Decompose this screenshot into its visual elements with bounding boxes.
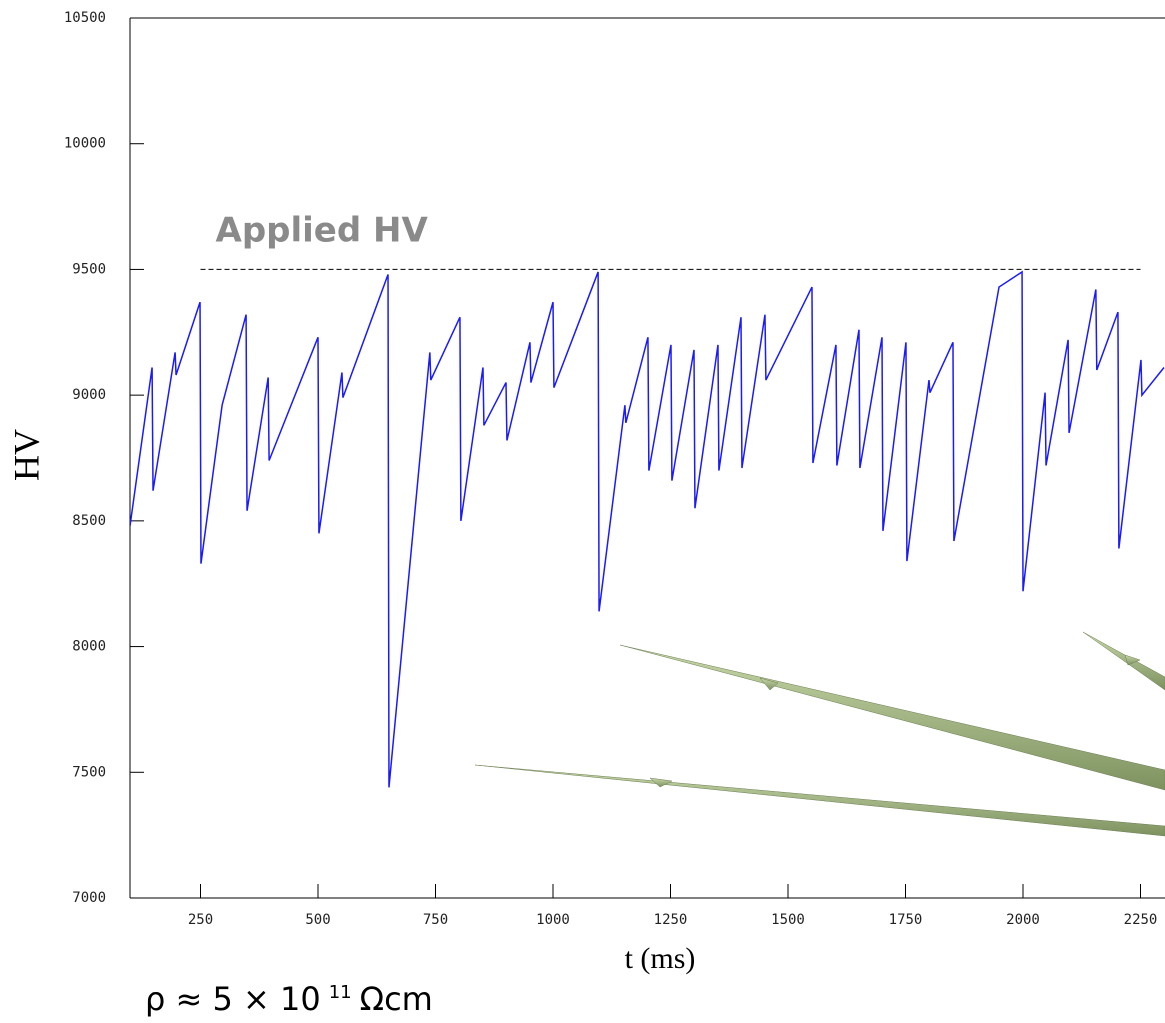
arrow-head bbox=[759, 677, 779, 691]
x-tick-label: 2250 bbox=[1124, 912, 1158, 928]
reference-label: Applied HV bbox=[216, 210, 429, 250]
x-tick-label: 2000 bbox=[1006, 912, 1040, 928]
arrow bbox=[474, 764, 1165, 837]
y-tick-label: 10000 bbox=[64, 136, 106, 152]
y-tick-label: 8500 bbox=[72, 513, 106, 529]
y-tick-label: 8000 bbox=[72, 639, 106, 655]
arrow-head bbox=[649, 777, 673, 788]
x-tick-label: 1500 bbox=[771, 912, 805, 928]
x-tick-label: 500 bbox=[305, 912, 330, 928]
y-tick-label: 10500 bbox=[64, 10, 106, 26]
x-tick-label: 1750 bbox=[889, 912, 923, 928]
x-tick-label: 1250 bbox=[654, 912, 688, 928]
y-axis-title: HV bbox=[6, 429, 46, 481]
formula-exponent: 11 bbox=[329, 982, 352, 1003]
formula-unit: Ωcm bbox=[360, 980, 433, 1018]
x-tick-label: 250 bbox=[188, 912, 213, 928]
y-tick-label: 7000 bbox=[72, 890, 106, 906]
x-tick-label: 750 bbox=[423, 912, 448, 928]
formula: ρ ≈ 5 × 10 11 Ωcm bbox=[145, 980, 433, 1018]
data-line bbox=[130, 270, 1165, 788]
arrow bbox=[619, 644, 1165, 791]
arrows bbox=[474, 631, 1165, 837]
y-tick-label: 9500 bbox=[72, 261, 106, 277]
x-axis-title: t (ms) bbox=[625, 942, 696, 975]
arrow-head bbox=[1124, 654, 1141, 666]
y-tick-label: 9000 bbox=[72, 387, 106, 403]
formula-base: ρ ≈ 5 × 10 bbox=[145, 980, 321, 1018]
arrow bbox=[1082, 631, 1165, 691]
x-tick-label: 1000 bbox=[536, 912, 570, 928]
y-tick-label: 7500 bbox=[72, 764, 106, 780]
